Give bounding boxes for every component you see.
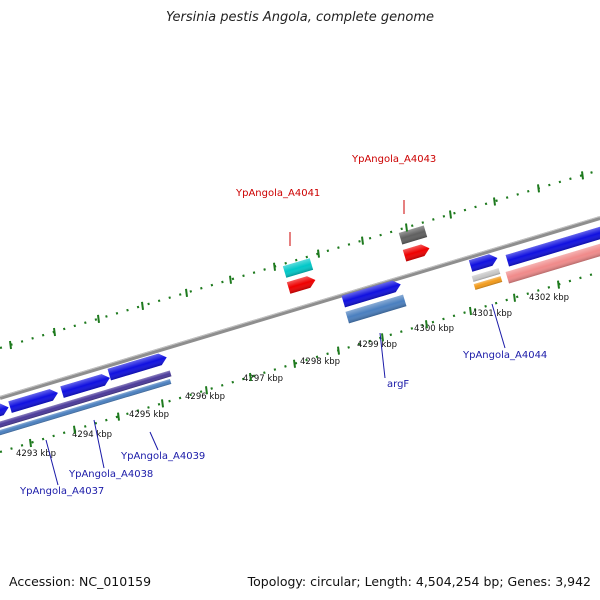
gene-arrow-a (8, 389, 58, 413)
gene-arrow-c (107, 353, 167, 381)
gene-arrow-red-a (286, 276, 316, 294)
kbp-tick-label: 4297 kbp (243, 374, 283, 384)
kbp-tick-label: 4299 kbp (357, 340, 397, 350)
gene-label-a4039[interactable]: YpAngola_A4039 (120, 451, 205, 462)
gene-labels: YpAngola_A4041 YpAngola_A4043 YpAngola_A40… (19, 154, 547, 497)
gene-arrow-edge (0, 403, 9, 419)
kbp-tick-label: 4298 kbp (300, 357, 340, 367)
gene-bar-steel (0, 379, 172, 437)
gene-label-a4037[interactable]: YpAngola_A4037 (19, 486, 104, 497)
gene-a4043-box (398, 225, 428, 245)
kbp-tick-label: 4300 kbp (414, 324, 454, 334)
gene-bar-light (471, 268, 501, 282)
kbp-tick-label: 4301 kbp (472, 309, 512, 319)
gene-box-pink (505, 240, 600, 284)
kbp-tick-label: 4302 kbp (529, 293, 569, 303)
kbp-tick-label: 4295 kbp (129, 410, 169, 420)
gene-a4041-box (282, 258, 314, 278)
gene-label-a4041[interactable]: YpAngola_A4041 (235, 188, 320, 199)
gene-arrow-b (60, 374, 110, 398)
gene-arrow-argF (341, 280, 401, 308)
gene-label-argF[interactable]: argF (387, 379, 409, 390)
gene-box-argF (345, 294, 407, 324)
gene-bar-orange (473, 276, 503, 290)
kbp-tick-label: 4296 kbp (185, 392, 225, 402)
gene-arrow-e (505, 225, 600, 267)
gene-label-a4044[interactable]: YpAngola_A4044 (462, 350, 547, 361)
major-ticks (9, 171, 584, 448)
genome-backbone (0, 216, 600, 400)
gene-label-a4038[interactable]: YpAngola_A4038 (68, 469, 153, 480)
accession-label: Accession: NC_010159 (9, 574, 152, 589)
kbp-tick-label: 4293 kbp (16, 449, 56, 459)
map-title: Yersinia pestis Angola, complete genome (166, 10, 434, 25)
genome-summary: Topology: circular; Length: 4,504,254 bp… (247, 574, 591, 589)
gene-arrow-d (468, 254, 498, 272)
kbp-tick-labels: 4293 kbp 4294 kbp 4295 kbp 4296 kbp 4297 kbp… (16, 293, 569, 459)
gene-features (0, 225, 600, 437)
kbp-tick-label: 4294 kbp (72, 430, 112, 440)
gene-arrow-red-b (402, 244, 430, 262)
gene-bar-purple (0, 370, 172, 430)
gene-label-a4043[interactable]: YpAngola_A4043 (351, 154, 436, 165)
